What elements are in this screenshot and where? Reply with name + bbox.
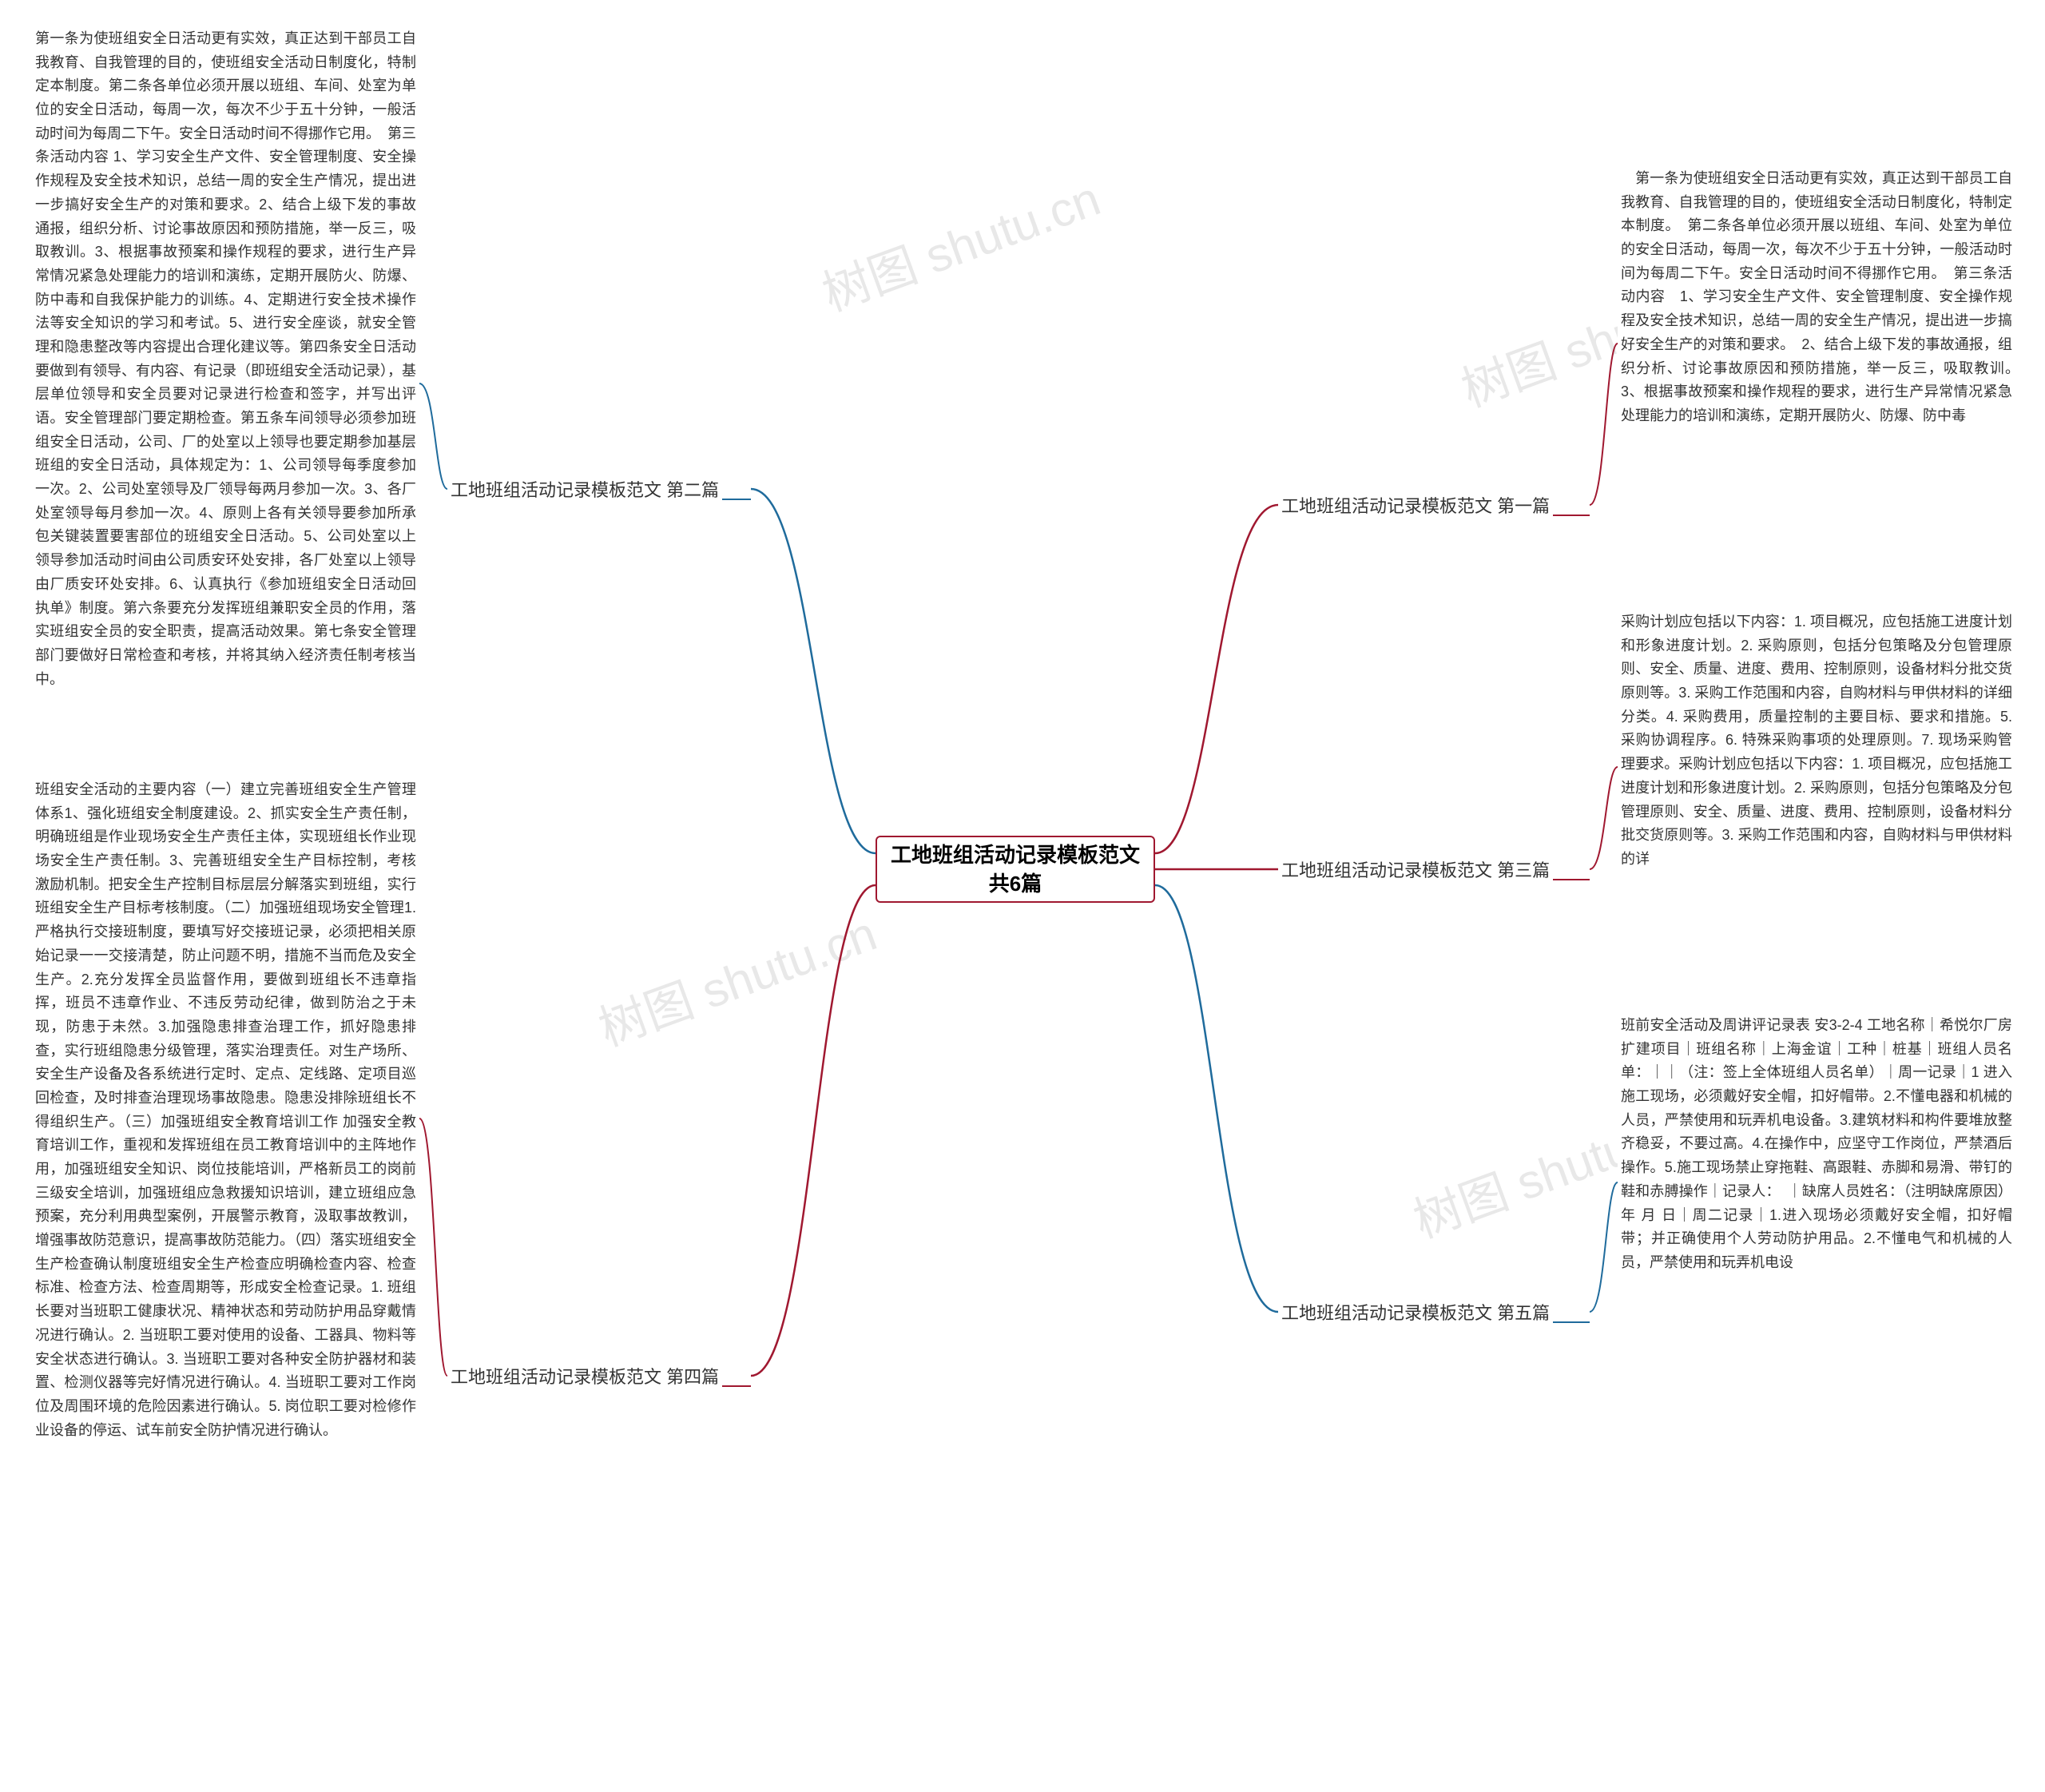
mindmap-root-node: 工地班组活动记录模板范文共6篇 [876,836,1155,903]
branch-label-1: 工地班组活动记录模板范文 第一篇 [1278,491,1553,519]
watermark: 树图 shutu.cn [588,895,884,1059]
branch-content-1: 第一条为使班组安全日活动更有实效，真正达到干部员工自我教育、自我管理的目的，使班… [1618,164,2015,431]
branch-label-3: 工地班组活动记录模板范文 第三篇 [1278,855,1553,884]
branch-label-4: 工地班组活动记录模板范文 第四篇 [447,1361,722,1390]
branch-content-3: 采购计划应包括以下内容：1. 项目概况，应包括施工进度计划和形象进度计划。2. … [1618,607,2015,875]
watermark: 树图 shutu.cn [812,160,1108,324]
branch-content-2: 第一条为使班组安全日活动更有实效，真正达到干部员工自我教育、自我管理的目的，使班… [32,24,419,694]
branch-content-5: 班前安全活动及周讲评记录表 安3-2-4 工地名称｜希悦尔厂房扩建项目｜班组名称… [1618,1011,2015,1278]
branch-content-4: 班组安全活动的主要内容（一）建立完善班组安全生产管理体系1、强化班组安全制度建设… [32,775,419,1445]
branch-label-5: 工地班组活动记录模板范文 第五篇 [1278,1297,1553,1326]
branch-label-2: 工地班组活动记录模板范文 第二篇 [447,475,722,503]
